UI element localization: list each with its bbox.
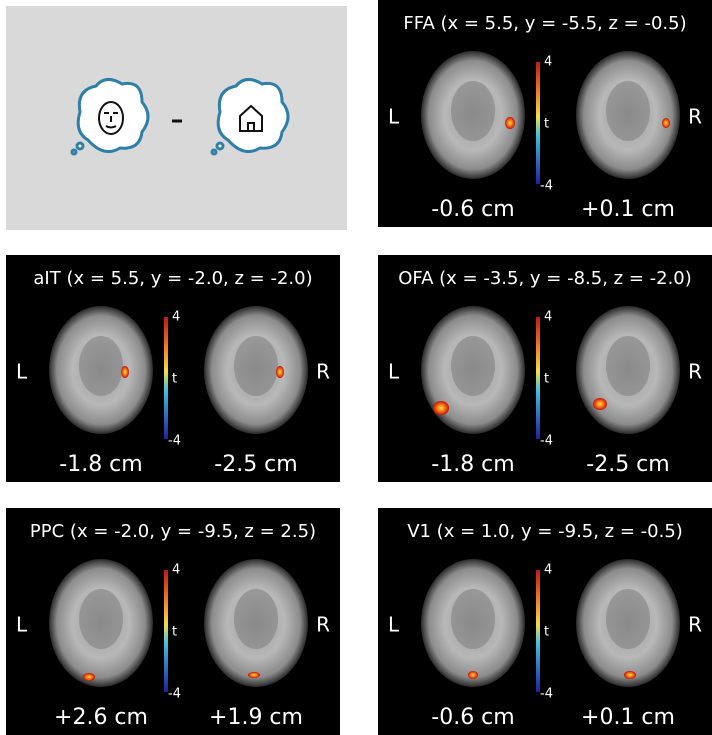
colorbar (164, 570, 168, 692)
activation (505, 117, 515, 129)
colorbar-min: -4 (540, 687, 553, 702)
right-label: R (316, 613, 330, 637)
left-label: L (388, 105, 400, 129)
colorbar-min: -4 (540, 179, 553, 194)
slice-depth: -0.6 cm (431, 705, 514, 730)
colorbar-max: 4 (544, 55, 552, 70)
slice-depth: +1.9 cm (209, 705, 303, 730)
colorbar (536, 570, 540, 692)
activation (593, 398, 607, 410)
left-label: L (388, 360, 400, 384)
colorbar-max: 4 (544, 563, 552, 578)
stimulus-panel (6, 6, 347, 230)
brain-inner (79, 336, 123, 396)
colorbar-min: -4 (540, 434, 553, 449)
activation (121, 366, 129, 378)
brain-inner (606, 589, 650, 649)
activation (662, 118, 670, 128)
left-label: L (388, 613, 400, 637)
activation (83, 673, 95, 681)
brain-panel: V1 (x = 1.0, y = -9.5, z = -0.5) L R -0.6 c… (378, 508, 712, 735)
brain-inner (234, 336, 278, 396)
slice-depth: +0.1 cm (581, 197, 675, 222)
panel-title: aIT (x = 5.5, y = -2.0, z = -2.0) (33, 268, 312, 289)
brain-inner (451, 81, 495, 141)
brain-inner (606, 81, 650, 141)
brain-panel: aIT (x = 5.5, y = -2.0, z = -2.0) L R -1.8 … (6, 255, 340, 482)
right-label: R (688, 613, 702, 637)
left-label: L (16, 613, 28, 637)
colorbar-min: -4 (168, 434, 181, 449)
slice-depth: -0.6 cm (431, 197, 514, 222)
colorbar-max: 4 (172, 310, 180, 325)
right-label: R (688, 105, 702, 129)
activation (276, 366, 284, 378)
panel-title: V1 (x = 1.0, y = -9.5, z = -0.5) (407, 521, 683, 542)
slice-depth: -2.5 cm (586, 452, 669, 477)
slice-depth: -1.8 cm (59, 452, 142, 477)
panel-title: FFA (x = 5.5, y = -5.5, z = -0.5) (403, 13, 686, 34)
colorbar-min: -4 (168, 687, 181, 702)
slice-depth: -2.5 cm (214, 452, 297, 477)
slice-depth: +0.1 cm (581, 705, 675, 730)
activation (624, 671, 636, 679)
brain-inner (451, 589, 495, 649)
activation (433, 401, 449, 415)
slice-depth: -1.8 cm (431, 452, 514, 477)
brain-inner (606, 336, 650, 396)
colorbar-label: t (172, 372, 177, 387)
figure: FFA (x = 5.5, y = -5.5, z = -0.5) L R -0.6 … (0, 0, 712, 735)
brain-inner (79, 589, 123, 649)
slice-depth: +2.6 cm (54, 705, 148, 730)
colorbar-label: t (172, 625, 177, 640)
brain-inner (451, 336, 495, 396)
brain-panel: PPC (x = -2.0, y = -9.5, z = 2.5) L R +2.6 … (6, 508, 340, 735)
colorbar-max: 4 (544, 310, 552, 325)
right-label: R (316, 360, 330, 384)
colorbar-label: t (544, 372, 549, 387)
brain-panel: OFA (x = -3.5, y = -8.5, z = -2.0) L R -1.8… (378, 255, 712, 482)
panel-title: OFA (x = -3.5, y = -8.5, z = -2.0) (398, 268, 692, 289)
colorbar-max: 4 (172, 563, 180, 578)
brain-panel: FFA (x = 5.5, y = -5.5, z = -0.5) L R -0.6 … (378, 0, 712, 227)
colorbar-label: t (544, 625, 549, 640)
colorbar-label: t (544, 117, 549, 132)
activation (248, 672, 260, 678)
activation (468, 671, 478, 679)
colorbar (536, 62, 540, 184)
colorbar (536, 317, 540, 439)
colorbar (164, 317, 168, 439)
left-label: L (16, 360, 28, 384)
panel-title: PPC (x = -2.0, y = -9.5, z = 2.5) (30, 521, 316, 542)
right-label: R (688, 360, 702, 384)
brain-inner (234, 589, 278, 649)
